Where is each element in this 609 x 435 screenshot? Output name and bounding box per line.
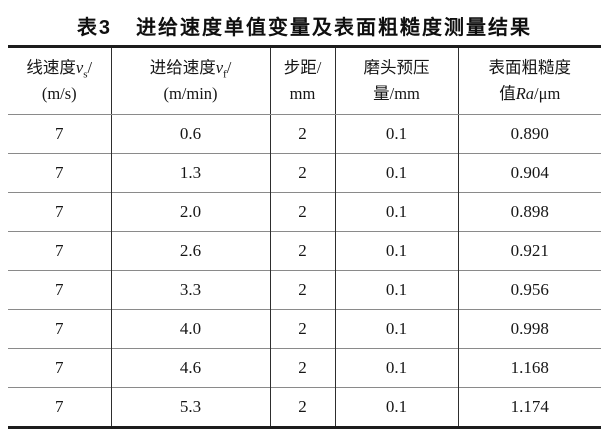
table-cell: 1.3 — [110, 153, 270, 193]
table-cell: 2 — [269, 348, 335, 388]
table-cell: 0.1 — [334, 348, 458, 388]
table-title-text: 进给速度单值变量及表面粗糙度测量结果 — [136, 17, 533, 39]
header-unit: (m/s) — [41, 84, 77, 103]
table-cell: 7 — [8, 231, 111, 271]
table-cell: 2 — [269, 153, 335, 193]
table-cell: 7 — [8, 348, 111, 388]
header-step-distance: 步距/ mm — [269, 46, 335, 115]
table-cell: 0.998 — [457, 309, 601, 349]
table-cell: 7 — [8, 387, 111, 428]
table-cell: 0.1 — [334, 192, 458, 232]
table-cell: 7 — [8, 153, 111, 193]
header-unit: 量/mm — [373, 84, 420, 103]
table-cell: 0.6 — [110, 114, 270, 154]
header-precompression: 磨头预压 量/mm — [334, 46, 458, 115]
table-cell: 0.1 — [334, 309, 458, 349]
table-cell: 0.890 — [457, 114, 601, 154]
table-row: 7 4.0 2 0.1 0.998 — [8, 309, 601, 349]
header-text: 线速度 — [26, 58, 76, 77]
table-cell: 2.6 — [110, 231, 270, 271]
variable-subscript: s — [83, 68, 88, 81]
table-cell: 0.1 — [334, 231, 458, 271]
table-cell: 2 — [269, 309, 335, 349]
table-cell: 7 — [8, 192, 111, 232]
table-row: 7 0.6 2 0.1 0.890 — [8, 114, 601, 154]
header-text: 值 — [499, 84, 516, 103]
table-cell: 7 — [8, 270, 111, 310]
table-row: 7 2.0 2 0.1 0.898 — [8, 192, 601, 232]
table-cell: 2 — [269, 231, 335, 271]
table-cell: 7 — [8, 309, 111, 349]
data-table: 线速度vs/ (m/s) 进给速度vf/ (m/min) 步距/ mm 磨头预压… — [8, 45, 601, 429]
table-cell: 0.921 — [457, 231, 601, 271]
header-text: 进给速度 — [149, 58, 216, 77]
header-roughness: 表面粗糙度 值Ra/μm — [457, 46, 601, 115]
variable-symbol: v — [75, 58, 84, 77]
table-row: 7 5.3 2 0.1 1.174 — [8, 387, 601, 428]
header-line1: 进给速度vf/ — [112, 55, 270, 81]
table-cell: 1.168 — [457, 348, 601, 388]
table-cell: 0.904 — [457, 153, 601, 193]
table-cell: 0.898 — [457, 192, 601, 232]
table-cell: 2 — [269, 270, 335, 310]
header-feed-speed: 进给速度vf/ (m/min) — [110, 46, 270, 115]
table-cell: 3.3 — [110, 270, 270, 310]
header-unit: (m/min) — [163, 84, 218, 103]
header-unit: mm — [289, 84, 316, 103]
table-cell: 2 — [269, 114, 335, 154]
header-row: 线速度vs/ (m/s) 进给速度vf/ (m/min) 步距/ mm 磨头预压… — [8, 46, 601, 115]
table-cell: 1.174 — [457, 387, 601, 428]
table-caption: 表3 进给速度单值变量及表面粗糙度测量结果 — [0, 0, 609, 42]
variable-symbol: v — [215, 58, 224, 77]
table-row: 7 3.3 2 0.1 0.956 — [8, 270, 601, 310]
table-cell: 4.6 — [110, 348, 270, 388]
table-cell: 7 — [55, 124, 64, 143]
header-line1: 磨头预压 — [363, 58, 430, 77]
table-body: 7 0.6 2 0.1 0.890 7 1.3 2 0.1 0.904 7 2.0 2 0.1 0.898 7… — [8, 114, 601, 428]
table-cell: 2 — [269, 387, 335, 428]
header-line2: 值Ra/μm — [459, 81, 601, 107]
table-row: 7 2.6 2 0.1 0.921 — [8, 231, 601, 271]
table-row: 7 4.6 2 0.1 1.168 — [8, 348, 601, 388]
table-cell: 5.3 — [110, 387, 270, 428]
variable-symbol: Ra — [515, 84, 535, 103]
header-text: / — [226, 58, 232, 77]
table-cell: 0.1 — [334, 270, 458, 310]
header-line1: 表面粗糙度 — [488, 58, 572, 77]
header-text: / — [87, 58, 93, 77]
table-number: 表3 — [76, 17, 113, 39]
table-cell: 0.956 — [457, 270, 601, 310]
variable-subscript: f — [223, 68, 227, 81]
table-cell: 4.0 — [110, 309, 270, 349]
table-cell: 0.1 — [334, 114, 458, 154]
header-linear-speed: 线速度vs/ (m/s) — [8, 46, 111, 115]
table-cell: 2 — [269, 192, 335, 232]
table-row: 7 1.3 2 0.1 0.904 — [8, 153, 601, 193]
table-cell: 0.1 — [334, 387, 458, 428]
header-text: /μm — [534, 84, 561, 103]
table-cell: 2.0 — [110, 192, 270, 232]
header-line1: 线速度vs/ — [8, 55, 111, 81]
table-cell: 0.1 — [334, 153, 458, 193]
header-line1: 步距/ — [283, 58, 322, 77]
